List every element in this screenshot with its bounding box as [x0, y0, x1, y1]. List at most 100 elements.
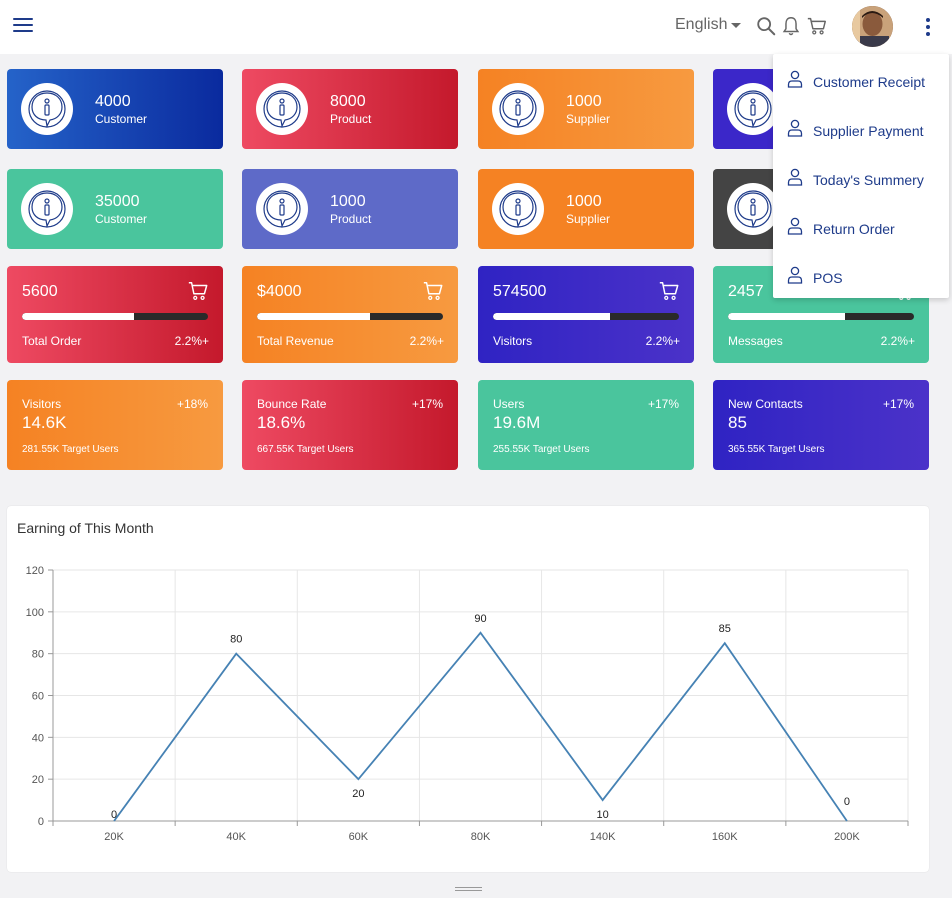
kpi-value: 19.6M — [493, 413, 541, 432]
resize-handle[interactable] — [455, 887, 482, 893]
kpi-delta: +17% — [411, 397, 443, 411]
x-tick-label: 140K — [590, 831, 616, 843]
dropdown-item-label: Return Order — [813, 221, 895, 237]
cart-icon — [658, 280, 680, 302]
progress-card-label: Total Order — [22, 334, 82, 348]
y-tick-label: 120 — [26, 565, 44, 577]
data-label: 85 — [719, 623, 731, 635]
kpi-subtext: 667.55K Target Users — [257, 444, 354, 455]
data-label: 10 — [597, 809, 609, 821]
language-selector[interactable]: English — [675, 16, 728, 33]
kpi-subtext: 365.55K Target Users — [728, 444, 825, 455]
dropdown-item[interactable]: Customer Receipt — [773, 59, 949, 99]
caret-down-icon[interactable] — [731, 23, 741, 28]
kpi-title: Users — [493, 397, 525, 411]
progress-card[interactable]: 574500 Visitors 2.2%+ — [478, 266, 694, 363]
info-icon — [492, 83, 544, 135]
progress-bar — [728, 313, 914, 320]
kpi-delta: +17% — [882, 397, 914, 411]
user-icon — [787, 168, 803, 186]
x-tick-label: 60K — [349, 831, 369, 843]
info-icon — [492, 183, 544, 235]
cart-icon — [422, 280, 444, 302]
bell-icon[interactable] — [780, 15, 802, 37]
stat-label: Customer — [95, 112, 148, 126]
data-label: 90 — [474, 613, 486, 625]
progress-card-label: Visitors — [493, 334, 533, 348]
user-icon — [787, 70, 803, 88]
kpi-value: 14.6K — [22, 413, 67, 432]
y-tick-label: 80 — [32, 649, 44, 661]
dropdown-item-label: POS — [813, 270, 843, 286]
stat-card[interactable]: 8000 Product — [242, 69, 458, 149]
stat-value: 8000 — [330, 93, 366, 110]
stat-label: Supplier — [566, 212, 611, 226]
stat-card[interactable]: 35000 Customer — [7, 169, 223, 249]
y-tick-label: 20 — [32, 774, 44, 786]
data-label: 0 — [844, 796, 850, 808]
info-icon — [727, 183, 779, 235]
progress-card-percent: 2.2%+ — [645, 334, 680, 348]
progress-bar — [22, 313, 208, 320]
user-icon — [787, 217, 803, 235]
info-icon — [21, 183, 73, 235]
progress-card[interactable]: 5600 Total Order 2.2%+ — [7, 266, 223, 363]
stat-card[interactable]: 1000 Supplier — [478, 69, 694, 149]
progress-card-label: Total Revenue — [257, 334, 334, 348]
top-bar: English — [0, 0, 952, 54]
dropdown-item[interactable]: Return Order — [773, 206, 949, 246]
kpi-title: Visitors — [22, 397, 62, 411]
stat-label: Product — [330, 212, 372, 226]
dropdown-item-label: Supplier Payment — [813, 123, 924, 139]
series-line — [113, 631, 848, 822]
stat-value: 1000 — [566, 193, 602, 210]
dropdown-item[interactable]: Today's Summery — [773, 157, 949, 197]
dropdown-item-label: Customer Receipt — [813, 74, 926, 90]
stat-card[interactable]: 1000 Product — [242, 169, 458, 249]
dropdown-item[interactable]: Supplier Payment — [773, 108, 949, 148]
stat-card[interactable]: 4000 Customer — [7, 69, 223, 149]
info-icon — [256, 83, 308, 135]
y-tick-label: 40 — [32, 732, 44, 744]
stat-value: 35000 — [95, 193, 140, 210]
progress-card[interactable]: $4000 Total Revenue 2.2%+ — [242, 266, 458, 363]
stat-value: 4000 — [95, 93, 131, 110]
stat-card[interactable]: 1000 Supplier — [478, 169, 694, 249]
cart-icon[interactable] — [806, 15, 828, 37]
info-icon — [727, 83, 779, 135]
kpi-subtext: 281.55K Target Users — [22, 444, 119, 455]
y-tick-label: 60 — [32, 691, 44, 703]
info-icon — [256, 183, 308, 235]
progress-card-label: Messages — [728, 334, 783, 348]
dropdown-item-label: Today's Summery — [813, 172, 924, 188]
progress-card-percent: 2.2%+ — [409, 334, 444, 348]
kpi-card[interactable]: New Contacts +17% 85 365.55K Target Users — [713, 380, 929, 470]
kpi-delta: +18% — [176, 397, 208, 411]
stat-label: Supplier — [566, 112, 611, 126]
x-tick-label: 80K — [471, 831, 491, 843]
data-label: 20 — [352, 788, 364, 800]
avatar[interactable] — [852, 6, 893, 47]
chart-title: Earning of This Month — [17, 520, 154, 536]
search-icon[interactable] — [755, 15, 777, 37]
kpi-card[interactable]: Users +17% 19.6M 255.55K Target Users — [478, 380, 694, 470]
progress-bar — [493, 313, 679, 320]
y-tick-label: 0 — [38, 816, 44, 828]
kpi-value: 85 — [728, 413, 747, 432]
progress-card-percent: 2.2%+ — [880, 334, 915, 348]
menu-icon[interactable] — [13, 18, 33, 34]
kpi-delta: +17% — [647, 397, 679, 411]
progress-card-value: 2457 — [728, 283, 764, 300]
kpi-card[interactable]: Visitors +18% 14.6K 281.55K Target Users — [7, 380, 223, 470]
stat-value: 1000 — [566, 93, 602, 110]
data-label: 80 — [230, 634, 242, 646]
stat-label: Product — [330, 112, 372, 126]
progress-card-value: 574500 — [493, 283, 547, 300]
kpi-card[interactable]: Bounce Rate +17% 18.6% 667.55K Target Users — [242, 380, 458, 470]
y-tick-label: 100 — [26, 607, 44, 619]
more-vert-icon[interactable] — [926, 18, 932, 36]
user-icon — [787, 266, 803, 284]
dropdown-item[interactable]: POS — [773, 255, 949, 295]
x-tick-label: 200K — [834, 831, 860, 843]
